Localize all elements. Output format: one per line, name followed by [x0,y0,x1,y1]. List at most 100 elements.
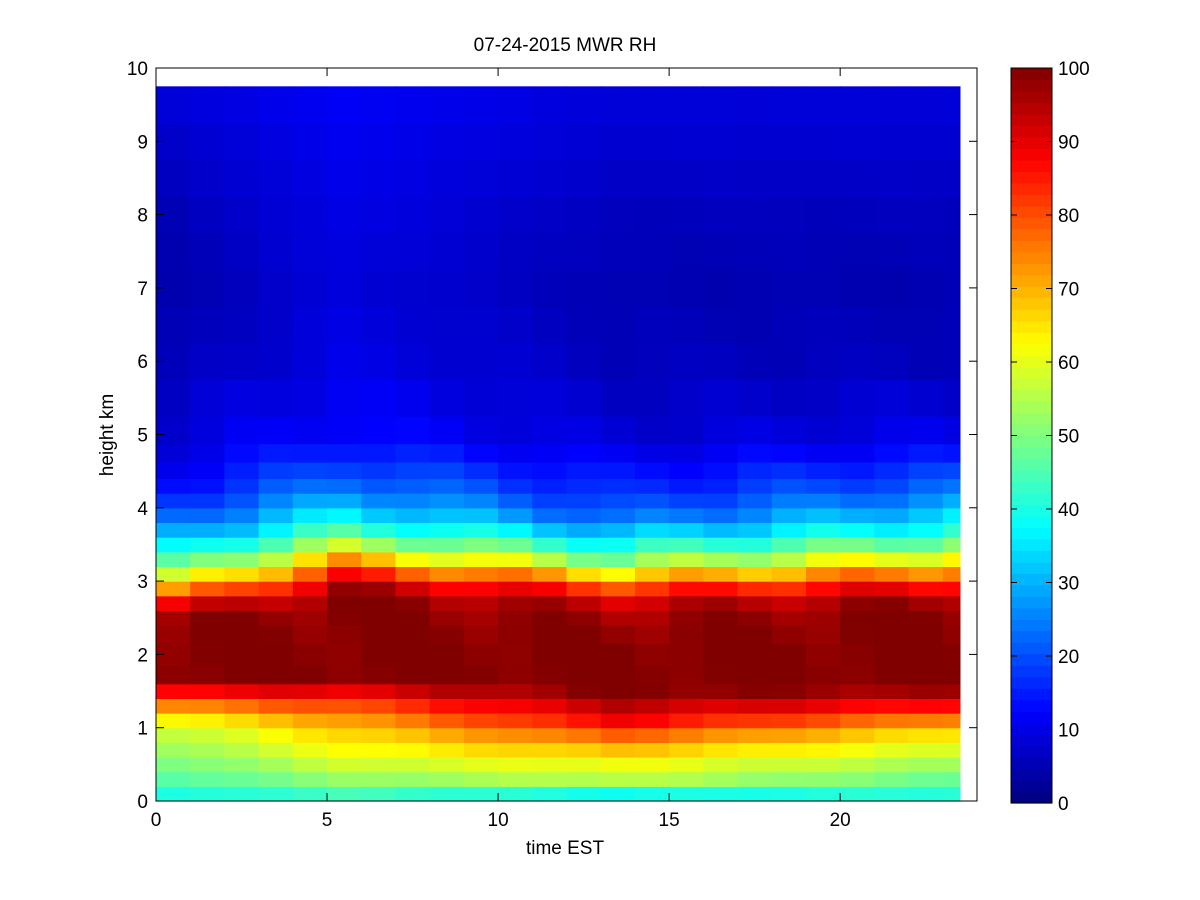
heatmap-cell [634,551,670,568]
heatmap-cell [395,698,431,714]
heatmap-cell [292,379,328,417]
heatmap-cell [566,379,602,417]
heatmap-cell [258,713,294,729]
heatmap-cell [463,493,499,509]
heatmap-cell [600,159,636,197]
heatmap-cell [908,537,944,553]
colorbar-segment [1011,343,1052,356]
heatmap-cell [874,342,910,381]
heatmap-cell [634,269,670,307]
heatmap-cell [327,665,362,685]
heatmap-cell [463,771,499,787]
heatmap-cell [258,683,294,699]
heatmap-cell [942,595,961,612]
heatmap-cell [258,757,294,773]
heatmap-cell [498,551,533,568]
heatmap-cell [292,551,328,568]
heatmap-cell [395,643,431,666]
heatmap-cell [908,306,944,344]
heatmap-cell [498,493,533,509]
heatmap-cell [258,727,294,743]
heatmap-cell [463,698,499,714]
heatmap-cell [498,625,533,644]
heatmap-cell [292,306,328,344]
heatmap-cell [566,713,602,729]
heatmap-cell [874,727,910,743]
heatmap-cell [395,306,431,344]
y-tick-label: 5 [137,426,148,447]
heatmap-cell [600,742,636,758]
heatmap-cell [292,159,328,197]
heatmap-cell [737,537,773,553]
heatmap-cell [566,581,602,597]
heatmap-cell [669,727,704,743]
heatmap-cell [566,461,602,480]
heatmap-cell [156,551,191,568]
heatmap-cell [840,771,875,787]
heatmap-cell [156,379,191,417]
heatmap-cell [224,122,260,161]
heatmap-cell [498,306,533,344]
heatmap-cell [703,683,739,699]
heatmap-cell [737,478,773,494]
heatmap-cell [566,86,602,124]
heatmap-cell [190,551,226,568]
heatmap-cell [840,698,875,714]
colorbar-segment [1011,286,1052,299]
heatmap-cell [600,306,636,344]
heatmap-cell [669,86,704,124]
heatmap-cell [395,461,431,480]
heatmap-cell [908,122,944,161]
heatmap-cell [327,461,362,480]
heatmap-cell [327,643,362,666]
heatmap-cell [395,443,431,463]
heatmap-cell [874,159,910,197]
heatmap-cell [703,342,739,381]
heatmap-cell [224,683,260,699]
heatmap-cell [361,159,397,197]
heatmap-cell [566,643,602,666]
colorbar-segment [1011,550,1052,563]
heatmap-cell [805,86,841,124]
heatmap-cell [532,551,568,568]
heatmap-cell [327,581,362,597]
heatmap-cell [600,443,636,463]
heatmap-cell [327,698,362,714]
heatmap-cell [703,159,739,197]
heatmap-cell [703,757,739,773]
x-tick-label: 10 [488,810,509,831]
heatmap-cell [600,581,636,597]
colorbar-segment [1011,148,1052,161]
heatmap-cell [840,379,875,417]
heatmap-cell [292,683,328,699]
heatmap-cell [942,493,961,509]
heatmap-cell [703,86,739,124]
heatmap-cell [498,342,533,381]
heatmap-cell [429,757,465,773]
heatmap-cell [600,610,636,626]
heatmap-cell [292,416,328,445]
heatmap-cell [874,443,910,463]
heatmap-cell [292,478,328,494]
heatmap-cell [498,122,533,161]
heatmap-cell [224,625,260,644]
heatmap-cell [190,727,226,743]
heatmap-cell [908,625,944,644]
heatmap-cell [908,698,944,714]
heatmap-cell [532,507,568,524]
heatmap-cell [156,595,191,612]
heatmap-cell [840,86,875,124]
heatmap-cell [874,683,910,699]
heatmap-cell [498,643,533,666]
heatmap-cell [361,683,397,699]
heatmap-cell [566,342,602,381]
colorbar-segment [1011,424,1052,437]
heatmap-cell [805,757,841,773]
heatmap-cell [771,757,807,773]
heatmap-cell [498,713,533,729]
heatmap-cell [600,683,636,699]
heatmap-cell [874,269,910,307]
heatmap-cell [258,581,294,597]
colorbar-tick-label: 20 [1058,647,1079,668]
heatmap-cell [327,342,362,381]
